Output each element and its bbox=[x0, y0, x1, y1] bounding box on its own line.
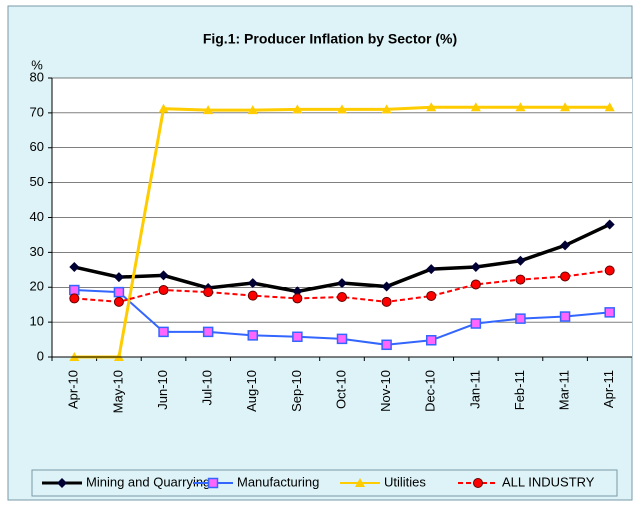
x-tick-label: Jul-10 bbox=[200, 370, 215, 405]
x-tick-label: Jun-10 bbox=[155, 370, 170, 410]
data-point bbox=[470, 262, 481, 273]
y-tick-label: 70 bbox=[30, 104, 44, 119]
data-point bbox=[560, 271, 571, 282]
data-point bbox=[292, 331, 303, 343]
data-point bbox=[381, 296, 392, 307]
legend-label: ALL INDUSTRY bbox=[502, 474, 595, 489]
legend-marker bbox=[207, 477, 219, 489]
data-point bbox=[381, 104, 392, 114]
y-tick-label: 40 bbox=[30, 209, 44, 224]
data-point bbox=[381, 281, 392, 292]
data-point bbox=[337, 278, 347, 289]
data-point bbox=[425, 335, 437, 346]
data-point bbox=[604, 102, 615, 112]
data-point bbox=[202, 326, 214, 338]
data-point bbox=[515, 102, 526, 112]
data-point bbox=[292, 286, 303, 297]
data-point bbox=[337, 292, 347, 303]
y-tick-label: 80 bbox=[30, 69, 44, 84]
y-tick-label: 10 bbox=[30, 314, 44, 329]
data-point bbox=[337, 104, 347, 114]
data-point bbox=[69, 293, 80, 304]
data-point bbox=[381, 339, 392, 351]
legend-marker bbox=[57, 478, 67, 488]
data-point bbox=[515, 274, 526, 285]
data-point bbox=[560, 102, 571, 112]
data-point bbox=[158, 270, 169, 281]
x-tick-label: Jan-11 bbox=[467, 370, 482, 409]
x-tick-label: Dec-10 bbox=[423, 370, 438, 412]
x-tick-label: Feb-11 bbox=[512, 370, 527, 410]
data-point bbox=[604, 307, 615, 318]
data-point bbox=[158, 103, 169, 113]
x-tick-label: May-10 bbox=[110, 370, 125, 413]
data-point bbox=[113, 296, 124, 307]
legend-marker bbox=[355, 478, 365, 487]
data-point bbox=[247, 330, 259, 341]
x-tick-label: Aug-10 bbox=[244, 370, 259, 412]
data-point bbox=[292, 293, 303, 304]
data-point bbox=[604, 219, 615, 230]
chart-title: Fig.1: Producer Inflation by Sector (%) bbox=[203, 31, 457, 47]
data-point bbox=[203, 287, 214, 298]
x-tick-label: Mar-11 bbox=[557, 370, 572, 410]
data-point bbox=[470, 279, 481, 290]
data-point bbox=[426, 102, 437, 112]
data-point bbox=[515, 313, 526, 324]
data-point bbox=[247, 290, 258, 301]
x-tick-label: Apr-11 bbox=[601, 370, 616, 408]
y-tick-label: 60 bbox=[30, 139, 44, 154]
data-point bbox=[158, 326, 169, 338]
data-point bbox=[470, 102, 481, 112]
data-point bbox=[559, 311, 571, 322]
data-point bbox=[113, 272, 124, 283]
data-point bbox=[560, 240, 571, 251]
data-point bbox=[470, 318, 482, 329]
legend-label: Utilities bbox=[384, 474, 426, 489]
legend-label: Manufacturing bbox=[237, 474, 319, 489]
x-tick-label: Apr-10 bbox=[66, 370, 81, 409]
data-point bbox=[203, 105, 214, 115]
data-point bbox=[292, 104, 303, 114]
x-tick-label: Oct-10 bbox=[333, 370, 348, 409]
y-axis-label: % bbox=[31, 57, 43, 72]
legend-label: Mining and Quarrying bbox=[86, 474, 210, 489]
data-point bbox=[426, 290, 437, 301]
legend-marker bbox=[473, 478, 483, 488]
data-point bbox=[515, 255, 526, 266]
y-tick-label: 20 bbox=[30, 279, 44, 294]
x-tick-label: Sep-10 bbox=[289, 370, 304, 412]
y-tick-label: 50 bbox=[30, 174, 44, 189]
data-point bbox=[247, 105, 258, 115]
data-point bbox=[247, 278, 258, 289]
data-point bbox=[426, 264, 437, 275]
data-point bbox=[113, 286, 125, 298]
data-point bbox=[604, 265, 615, 276]
data-point bbox=[69, 284, 80, 296]
legend-box bbox=[31, 469, 618, 497]
y-tick-label: 0 bbox=[37, 348, 44, 363]
data-point bbox=[336, 333, 348, 345]
data-point bbox=[158, 285, 169, 296]
y-tick-label: 30 bbox=[30, 244, 44, 259]
x-tick-label: Nov-10 bbox=[378, 370, 393, 412]
data-point bbox=[69, 262, 80, 273]
